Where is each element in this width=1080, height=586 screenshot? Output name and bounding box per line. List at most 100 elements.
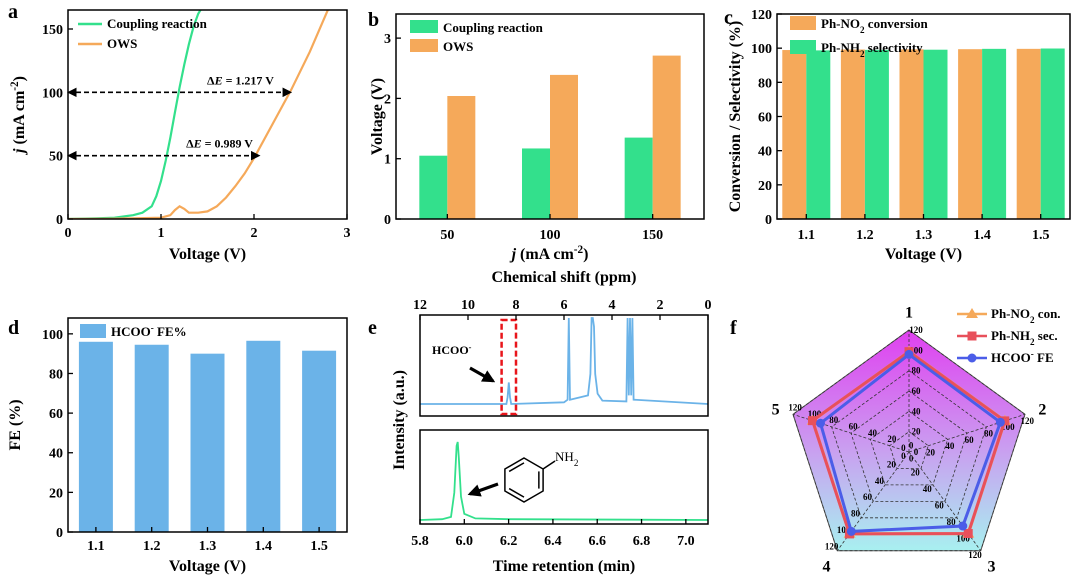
b-xaxis-title-j: j (509, 246, 517, 263)
e-top-xtick-label-6: 0 (705, 298, 712, 313)
a-yaxis-title: j (mA cm-2) (9, 76, 28, 156)
e-top-xtick-label-4: 4 (609, 298, 616, 313)
d-legend-swatch (80, 324, 106, 338)
panel-f-chart: 0204060801001201020406080100120202040608… (772, 305, 1061, 576)
b-legend-swatch-0 (410, 20, 438, 33)
f-rtick-label-3-3: 60 (863, 492, 873, 502)
e-bottom-plot-frame (419, 429, 709, 525)
c-xtick-label-0: 1.1 (798, 228, 816, 243)
f-rtick-label-1-3: 60 (965, 435, 975, 445)
e-bottom-xtick-label-4: 6.6 (588, 534, 606, 549)
f-axis-label-1: 2 (1038, 402, 1046, 419)
c-bar-1-3 (982, 48, 1007, 219)
d-xtick-label-2: 1.3 (199, 539, 217, 554)
f-legend-label-0-sub: 2 (1030, 315, 1035, 325)
b-legend-swatch-1 (410, 39, 438, 52)
c-legend-swatch-1 (790, 40, 816, 54)
c-bar-0-2 (899, 49, 924, 219)
b-xaxis-title: j (mA cm-2) (509, 244, 589, 263)
e-top-peak-label: HCOO- (432, 343, 472, 358)
f-legend-label-1-post: sec. (1035, 328, 1058, 343)
f-legend-label-1-sub: 2 (1030, 337, 1035, 347)
f-axis-label-3: 4 (823, 559, 831, 576)
b-xtick-label-0: 50 (440, 228, 454, 243)
f-rtick-label-0-0: 0 (914, 447, 919, 457)
a-series-line-0 (68, 10, 202, 219)
e-amine-bond (542, 460, 556, 470)
e-benzene-ring-icon (504, 457, 544, 503)
c-ytick-label-6: 120 (751, 8, 772, 23)
panel-b-chart: 50 100 150 0 1 2 3 j (mA cm-2) Voltage (V) Coupli… (369, 13, 705, 263)
a-xtick-label-2: 2 (251, 226, 258, 241)
f-marker-2-0 (904, 349, 914, 359)
f-legend-label-2-pre: HCOO (991, 350, 1031, 365)
b-bar-0-0 (419, 155, 448, 219)
f-rtick-label-2-1: 20 (911, 468, 921, 478)
f-rtick-label-0-3: 60 (912, 386, 922, 396)
b-legend-label-0: Coupling reaction (443, 20, 544, 35)
f-rtick-label-0-6: 120 (909, 325, 923, 335)
b-legend-label-1: OWS (443, 39, 473, 54)
e-top-peak-arrow (469, 366, 496, 383)
c-xaxis-title: Voltage (V) (885, 246, 962, 263)
b-bar-1-1 (550, 74, 578, 219)
a-yaxis-title-end: ) (11, 76, 28, 81)
f-rtick-label-1-0: 0 (909, 454, 914, 464)
f-axis-label-4: 5 (772, 402, 780, 419)
d-ytick-label-4: 80 (49, 367, 63, 382)
d-ytick-label-5: 100 (42, 328, 63, 343)
a-ytick-label-3: 150 (42, 23, 63, 38)
d-ytick-label-3: 60 (49, 407, 63, 422)
a-series-line-1 (68, 10, 330, 219)
e-bottom-xtick-label-6: 7.0 (677, 534, 695, 549)
e-top-spectrum-line (420, 317, 709, 405)
c-xtick-label-1: 1.2 (856, 228, 874, 243)
f-legend-label-2-sup: - (1031, 349, 1034, 359)
e-bottom-xaxis-title: Time retention (min) (493, 558, 636, 575)
a-xaxis-title: Voltage (V) (169, 246, 246, 263)
a-xtick-label-0: 0 (65, 226, 72, 241)
f-rtick-label-3-5: 100 (837, 525, 851, 535)
a-annotation-1: ΔE = 0.989 V (186, 137, 253, 151)
f-rtick-label-2-4: 80 (947, 517, 957, 527)
e-top-peak-label-pre: HCOO (432, 343, 469, 357)
b-plot-frame (395, 13, 705, 220)
c-legend-label-0: Ph-NO2 conversion (821, 16, 929, 35)
c-ytick-label-0: 0 (765, 213, 772, 228)
panel-letter-f: f (730, 317, 737, 339)
b-ytick-label-0: 0 (384, 213, 391, 228)
f-axis-label-2: 3 (987, 559, 995, 576)
f-axis-label-0: 1 (905, 305, 913, 322)
b-bar-1-2 (652, 55, 681, 220)
a-plot-frame (67, 9, 348, 220)
e-top-peak-label-sup: - (469, 343, 472, 352)
d-bar-0 (78, 341, 113, 532)
f-rtick-label-2-0: 0 (901, 451, 906, 461)
d-ytick-label-1: 20 (49, 486, 63, 501)
f-rtick-label-2-3: 60 (935, 500, 945, 510)
f-radar-grid-6 (792, 329, 1026, 552)
f-rtick-label-4-5: 100 (808, 409, 822, 419)
e-bottom-peak-arrow (467, 482, 499, 497)
panel-c-chart: 1.1 1.2 1.3 1.4 1.5 0 20 40 60 80 100 120 Voltage (V… (727, 8, 1071, 263)
a-xtick-label-3: 3 (344, 226, 351, 241)
f-legend-label-0-pre: Ph-NO (991, 306, 1030, 321)
b-xtick-label-1: 100 (540, 228, 561, 243)
a-annotation-symbol: E (193, 137, 202, 151)
c-xtick-label-2: 1.3 (915, 228, 933, 243)
f-rtick-label-4-4: 80 (829, 415, 839, 425)
f-rtick-label-4-0: 0 (909, 440, 914, 450)
a-yaxis-title-j: j (11, 148, 28, 156)
f-legend-label-0: Ph-NO2 con. (991, 306, 1061, 325)
d-legend-label-post: FE% (154, 324, 187, 339)
f-rtick-label-1-4: 80 (984, 429, 994, 439)
d-bar-4 (302, 350, 337, 532)
e-bottom-xtick-label-5: 6.8 (633, 534, 651, 549)
f-series-polygon-2 (818, 352, 1003, 533)
f-rtick-label-1-5: 100 (1001, 422, 1015, 432)
f-rtick-label-3-4: 80 (851, 509, 861, 519)
c-legend-label-0-post: conversion (865, 16, 929, 31)
d-legend-label: HCOO- FE% (111, 323, 187, 339)
f-series-polygon-1 (810, 349, 1007, 536)
